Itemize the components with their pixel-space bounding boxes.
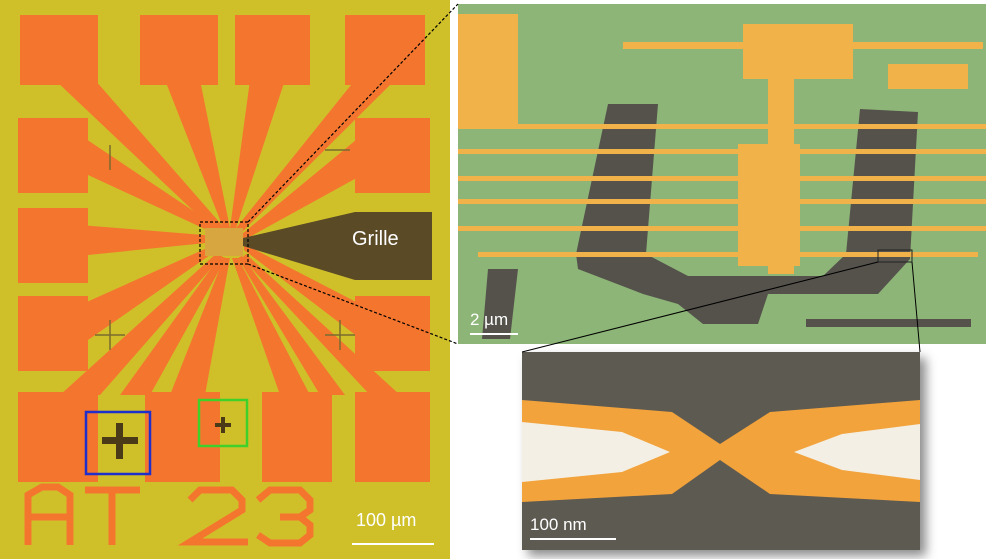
zoom-image-panel: 100 nm [522, 352, 920, 550]
sem-image-panel: 2 µm [458, 4, 986, 344]
zoom-scale-label: 100 nm [530, 515, 587, 534]
sem-scale-bar [470, 333, 518, 335]
gate-label: Grille [352, 228, 399, 250]
optical-scale-label: 100 µm [356, 510, 417, 530]
gate-electrode [243, 212, 432, 280]
gold-constriction [522, 400, 920, 502]
left-electrode-tip [522, 422, 670, 482]
zoom-image [522, 352, 920, 550]
blue-marker-box [84, 410, 152, 476]
optical-micrograph [0, 0, 450, 559]
zoom-scale-bar [530, 538, 616, 540]
sem-scale-label: 2 µm [470, 310, 509, 329]
right-electrode-tip [794, 424, 920, 480]
pad-crosses [102, 417, 231, 459]
gold-electrodes [458, 14, 986, 274]
sem-image [458, 4, 986, 344]
sem-zoom-box [877, 249, 913, 263]
chip-marking-letters [24, 483, 314, 547]
central-device [205, 228, 243, 256]
optical-scale-bar [352, 543, 434, 545]
green-marker-box [197, 398, 249, 448]
optical-micrograph-panel: Grille 100 µm [0, 0, 450, 559]
